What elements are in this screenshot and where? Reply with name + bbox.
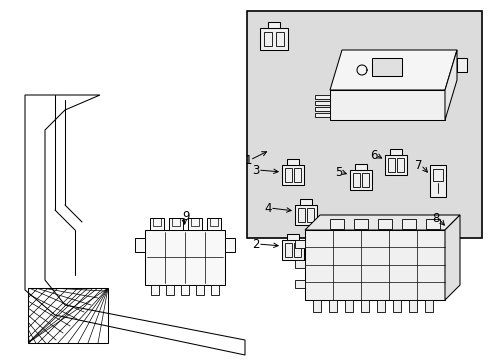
- Bar: [282, 165, 304, 185]
- Bar: [384, 155, 406, 175]
- Bar: [294, 240, 305, 248]
- Bar: [153, 218, 161, 226]
- Bar: [294, 280, 305, 288]
- Polygon shape: [329, 90, 444, 120]
- Bar: [206, 218, 221, 230]
- Bar: [389, 149, 401, 155]
- Bar: [151, 285, 159, 295]
- Bar: [456, 58, 466, 72]
- Bar: [282, 240, 304, 260]
- Bar: [314, 113, 329, 117]
- Bar: [305, 230, 444, 300]
- Bar: [314, 107, 329, 111]
- Bar: [246, 11, 481, 238]
- Bar: [349, 170, 371, 190]
- Bar: [285, 168, 291, 182]
- Bar: [376, 300, 384, 312]
- Bar: [294, 260, 305, 268]
- Bar: [187, 218, 202, 230]
- Bar: [169, 218, 183, 230]
- Bar: [224, 238, 235, 252]
- Bar: [377, 219, 391, 229]
- Polygon shape: [305, 215, 459, 230]
- Bar: [353, 219, 367, 229]
- Text: 2: 2: [252, 238, 260, 251]
- Text: 4: 4: [264, 202, 271, 215]
- Bar: [150, 218, 163, 230]
- Text: 6: 6: [370, 149, 377, 162]
- Polygon shape: [444, 50, 456, 120]
- Bar: [299, 199, 311, 205]
- Bar: [354, 164, 366, 170]
- Bar: [135, 238, 145, 252]
- Bar: [352, 173, 359, 187]
- Bar: [429, 165, 445, 197]
- Bar: [448, 248, 454, 264]
- Bar: [267, 22, 280, 28]
- Text: 9: 9: [182, 210, 189, 222]
- Bar: [286, 159, 298, 165]
- Bar: [360, 300, 368, 312]
- Bar: [145, 230, 224, 285]
- Bar: [446, 220, 456, 248]
- Bar: [329, 219, 343, 229]
- Bar: [396, 158, 403, 172]
- Polygon shape: [444, 215, 459, 300]
- Bar: [424, 300, 432, 312]
- Bar: [345, 300, 352, 312]
- Bar: [264, 32, 271, 46]
- Bar: [293, 168, 301, 182]
- Bar: [293, 243, 301, 257]
- Bar: [314, 95, 329, 99]
- Bar: [392, 300, 400, 312]
- Polygon shape: [448, 264, 454, 270]
- Bar: [312, 300, 320, 312]
- Bar: [432, 169, 442, 181]
- Bar: [294, 205, 316, 225]
- Bar: [196, 285, 203, 295]
- Bar: [371, 58, 401, 76]
- Bar: [314, 101, 329, 105]
- Bar: [408, 300, 416, 312]
- Bar: [260, 28, 287, 50]
- Bar: [401, 219, 415, 229]
- Bar: [209, 218, 218, 226]
- Bar: [297, 208, 305, 222]
- Bar: [172, 218, 180, 226]
- Text: 5: 5: [335, 166, 342, 179]
- Bar: [165, 285, 174, 295]
- Bar: [210, 285, 219, 295]
- Bar: [387, 158, 394, 172]
- Bar: [306, 208, 313, 222]
- Bar: [328, 300, 336, 312]
- Text: 8: 8: [432, 212, 439, 225]
- Bar: [361, 173, 368, 187]
- Bar: [28, 288, 108, 343]
- Text: 7: 7: [415, 158, 422, 171]
- Polygon shape: [329, 50, 456, 90]
- Bar: [275, 32, 284, 46]
- Text: 3: 3: [252, 163, 260, 176]
- Bar: [285, 243, 291, 257]
- Text: 1: 1: [244, 153, 251, 166]
- Bar: [191, 218, 199, 226]
- Bar: [286, 234, 298, 240]
- Bar: [181, 285, 189, 295]
- Bar: [425, 219, 439, 229]
